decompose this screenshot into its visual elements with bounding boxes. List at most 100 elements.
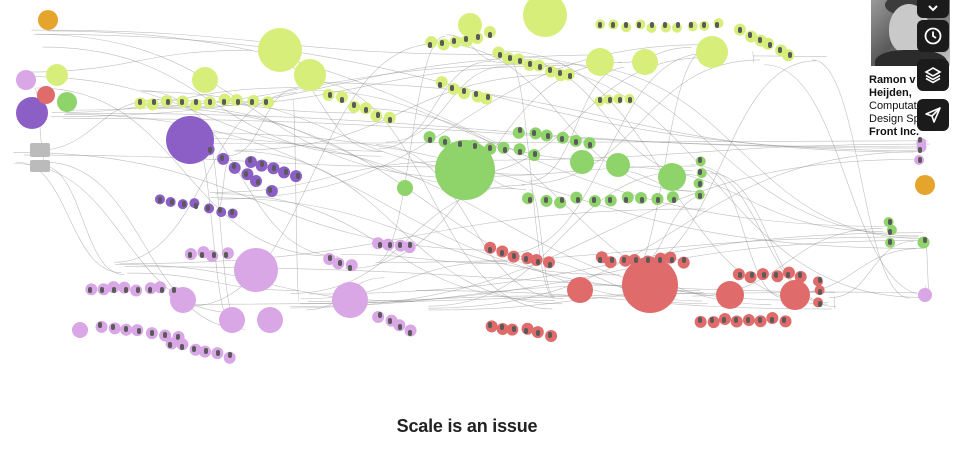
component-node (548, 332, 552, 338)
component-node (473, 143, 477, 149)
component-node (778, 47, 782, 53)
component-node (782, 317, 786, 323)
component-node (770, 317, 774, 323)
component-node (710, 317, 714, 323)
component-node (560, 197, 564, 203)
component-node (464, 36, 468, 42)
component-node (624, 197, 628, 203)
component-node (152, 99, 156, 105)
component-node (598, 257, 602, 263)
component-node (112, 287, 116, 293)
component-node (150, 330, 154, 336)
component-node (428, 42, 432, 48)
connection-wire (218, 44, 703, 200)
connection-wire (217, 162, 229, 210)
component-node (172, 287, 176, 293)
node-cluster (219, 307, 245, 333)
component-node (244, 171, 248, 177)
component-node (548, 262, 552, 268)
component-node (204, 348, 208, 354)
node-cluster (622, 257, 678, 313)
component-node (488, 247, 492, 253)
component-node (798, 272, 802, 278)
connection-wire (63, 118, 918, 148)
connection-wire (625, 60, 816, 271)
connection-wire (557, 63, 924, 239)
component-node (758, 317, 762, 323)
component-node (698, 193, 702, 199)
component-node (682, 257, 686, 263)
add-to-stack-button[interactable] (917, 59, 949, 91)
connection-wire (235, 73, 567, 151)
connection-wire (14, 163, 234, 313)
connection-wire (506, 56, 920, 237)
component-node (774, 272, 778, 278)
connection-wire (362, 108, 772, 305)
component-node (216, 350, 220, 356)
component-node (208, 147, 212, 153)
connection-wire (176, 292, 836, 305)
component-node (734, 317, 738, 323)
component-node (762, 272, 766, 278)
component-node (512, 253, 516, 259)
component-node (532, 130, 536, 136)
component-node (518, 149, 522, 155)
node-cluster (915, 175, 935, 195)
component-node (98, 322, 102, 328)
component-node (788, 52, 792, 58)
component-node (544, 197, 548, 203)
component-node (438, 82, 442, 88)
component-node (148, 287, 152, 293)
component-node (124, 287, 128, 293)
component-node (524, 256, 528, 262)
component-node (518, 58, 522, 64)
component-node (698, 169, 702, 175)
component-node (488, 145, 492, 151)
component-node (918, 157, 922, 163)
component-node (328, 255, 332, 261)
layers-icon (924, 67, 942, 84)
component-node (746, 317, 750, 323)
component-node (364, 107, 368, 113)
node-cluster (16, 97, 48, 129)
collapse-button[interactable] (917, 0, 949, 18)
component-node (220, 155, 224, 161)
watch-later-button[interactable] (917, 20, 949, 52)
component-node (158, 197, 162, 203)
node-cluster (37, 86, 55, 104)
connection-wire (690, 164, 836, 307)
connection-wire (16, 161, 122, 274)
component-node (592, 197, 596, 203)
component-node (786, 272, 790, 278)
component-node (598, 97, 602, 103)
node-cluster (57, 92, 77, 112)
component-node (398, 242, 402, 248)
node-cluster (567, 277, 593, 303)
slide-caption: Scale is an issue (396, 416, 538, 436)
share-button[interactable] (917, 99, 949, 131)
connection-wire (812, 59, 911, 299)
component-node (230, 209, 234, 215)
component-node (88, 287, 92, 293)
component-node (658, 257, 662, 263)
connection-wire (704, 169, 785, 299)
component-node (212, 252, 216, 258)
node-cluster (294, 59, 326, 91)
node-cluster (632, 49, 658, 75)
connection-wire (764, 64, 930, 297)
connection-wire (465, 143, 930, 161)
component-node (208, 99, 212, 105)
component-node (560, 136, 564, 142)
component-node (486, 94, 490, 100)
component-node (650, 22, 654, 28)
component-node (192, 346, 196, 352)
component-node (388, 117, 392, 123)
component-node (100, 287, 104, 293)
component-node (163, 332, 167, 338)
component-node (618, 97, 622, 103)
component-node (500, 324, 504, 330)
connection-wire (24, 154, 462, 168)
connection-wire (385, 65, 509, 143)
component-node (637, 22, 641, 28)
component-node (536, 259, 540, 265)
